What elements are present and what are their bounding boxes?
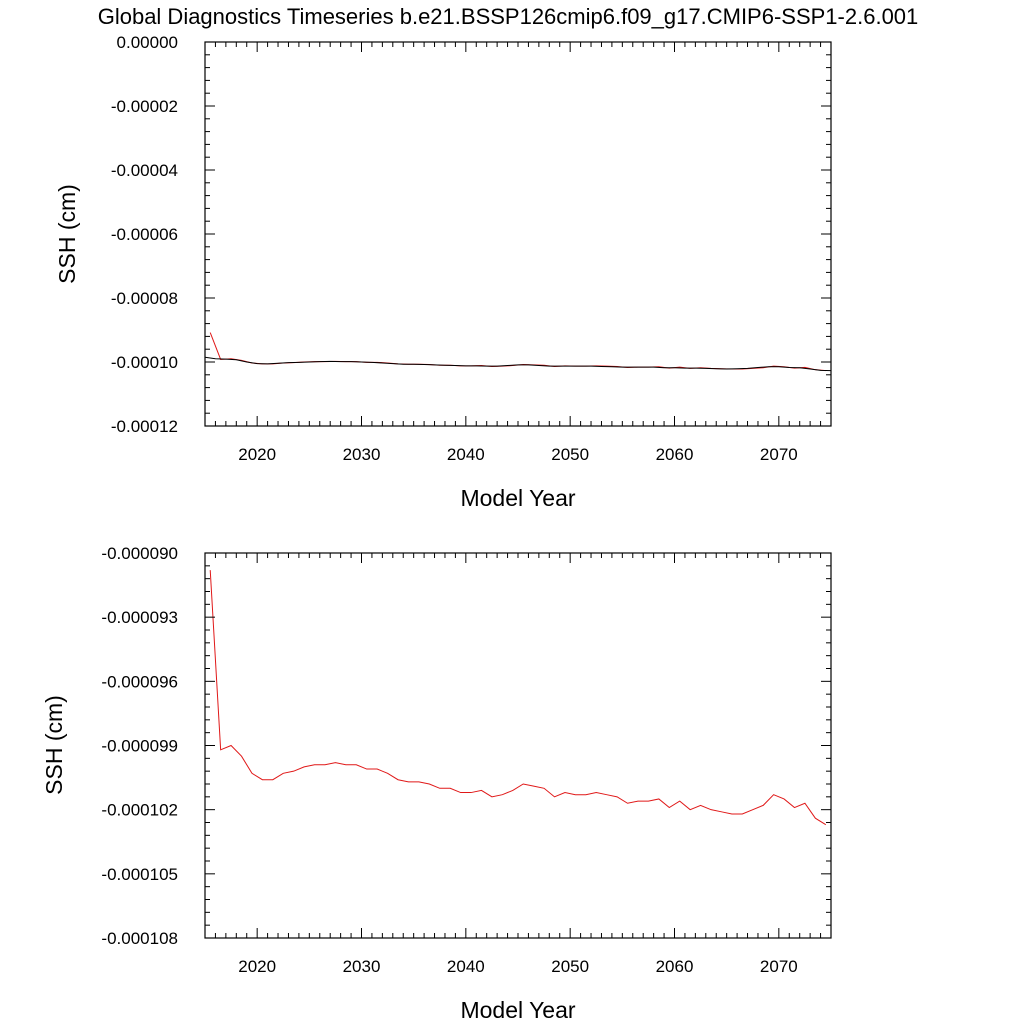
x-tick-label: 2030 xyxy=(343,957,381,976)
x-tick-label: 2040 xyxy=(447,445,485,464)
x-axis-label: Model Year xyxy=(460,485,575,511)
y-axis-label: SSH (cm) xyxy=(41,695,67,795)
y-axis-label: SSH (cm) xyxy=(54,184,80,284)
y-tick-label: -0.000096 xyxy=(101,672,178,691)
series-line-1 xyxy=(204,356,832,372)
x-tick-label: 2040 xyxy=(447,957,485,976)
top-panel: 2020 2030 2040 2050 2060 2070 -0.00012 -0.00010… xyxy=(54,33,832,511)
x-tick-label: 2030 xyxy=(343,445,381,464)
y-tick-label: -0.00012 xyxy=(111,417,178,436)
x-tick-label: 2070 xyxy=(760,957,798,976)
x-tick-label: 2060 xyxy=(656,445,694,464)
y-tick-label: -0.000108 xyxy=(101,929,178,948)
y-tick-label: -0.00002 xyxy=(111,97,178,116)
x-tick-label: 2050 xyxy=(551,445,589,464)
y-tick-label: -0.000099 xyxy=(101,737,178,756)
figure-title: Global Diagnostics Timeseries b.e21.BSSP… xyxy=(98,4,919,29)
x-tick-label: 2020 xyxy=(238,957,276,976)
y-tick-label: -0.00010 xyxy=(111,353,178,372)
y-tick-label: -0.00008 xyxy=(111,289,178,308)
x-tick-label: 2020 xyxy=(238,445,276,464)
y-tick-label: -0.000090 xyxy=(101,544,178,563)
y-tick-label: 0.00000 xyxy=(117,33,178,52)
y-tick-label: -0.000102 xyxy=(101,801,178,820)
x-tick-label: 2060 xyxy=(656,957,694,976)
plot-frame xyxy=(204,552,832,939)
x-axis-label: Model Year xyxy=(460,997,575,1023)
x-tick-label: 2070 xyxy=(760,445,798,464)
series-line-0 xyxy=(209,570,827,826)
y-tick-label: -0.00004 xyxy=(111,161,178,180)
x-tick-label: 2050 xyxy=(551,957,589,976)
bottom-panel: 2020 2030 2040 2050 2060 2070 -0.000108 -0.0001… xyxy=(41,544,832,1023)
y-tick-label: -0.000093 xyxy=(101,608,178,627)
y-tick-label: -0.000105 xyxy=(101,865,178,884)
y-tick-label: -0.00006 xyxy=(111,225,178,244)
